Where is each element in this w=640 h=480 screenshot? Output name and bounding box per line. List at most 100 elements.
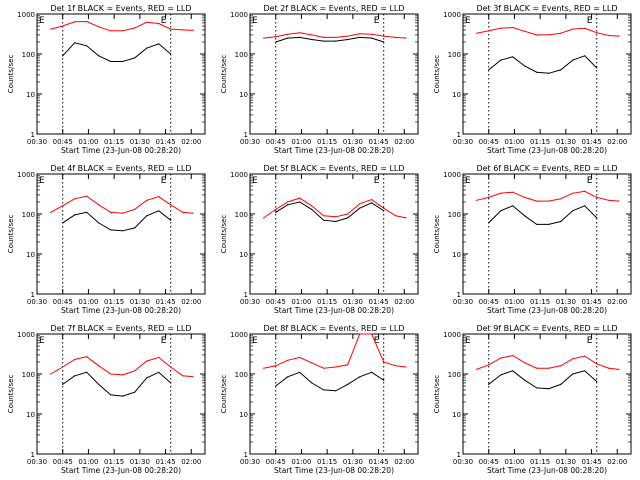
- y-tick-label: 1: [31, 131, 35, 139]
- events-series-point: [572, 210, 574, 212]
- events-series-point: [488, 383, 490, 385]
- x-tick-label: 01:30: [343, 138, 363, 146]
- x-tick-label: 01:45: [155, 458, 175, 466]
- x-tick-label: 01:30: [130, 138, 150, 146]
- lld-series-line: [50, 195, 194, 214]
- lld-series-point: [395, 36, 397, 39]
- x-tick-label: 01:15: [317, 458, 337, 466]
- events-series-point: [359, 36, 361, 39]
- lld-series-point: [572, 28, 574, 30]
- events-series-point: [86, 45, 88, 47]
- y-axis-label: Counts/sec: [7, 215, 15, 254]
- y-tick-label: 10: [239, 411, 248, 419]
- events-series-point: [560, 69, 562, 71]
- events-series-point: [323, 389, 325, 391]
- events-series-point: [512, 56, 514, 58]
- x-tick-label: 01:30: [343, 298, 363, 306]
- lld-series-point: [74, 21, 76, 23]
- y-tick-label: 10: [239, 251, 248, 259]
- events-series-line: [62, 210, 172, 232]
- events-series-point: [596, 67, 598, 69]
- events-series-point: [572, 59, 574, 61]
- events-series-point: [500, 374, 502, 376]
- y-tick-label: 1000: [230, 331, 248, 339]
- events-series-line: [488, 205, 598, 225]
- chart-title: Det 6f BLACK = Events, RED = LLD: [476, 164, 617, 173]
- lld-series-point: [182, 211, 184, 213]
- events-series-point: [371, 37, 373, 39]
- events-series-point: [596, 217, 598, 219]
- x-tick-label: 01:45: [581, 138, 601, 146]
- lld-series-point: [572, 192, 574, 194]
- x-tick-label: 00:30: [27, 458, 47, 466]
- lld-series-point: [335, 366, 337, 368]
- y-tick-label: 1000: [17, 331, 35, 339]
- x-tick-label: 00:45: [266, 458, 286, 466]
- chart-title: Det 8f BLACK = Events, RED = LLD: [263, 324, 404, 333]
- events-series-point: [335, 220, 337, 223]
- x-tick-label: 00:45: [266, 138, 286, 146]
- y-tick-label: 1: [457, 291, 461, 299]
- lld-series-point: [476, 32, 478, 34]
- marker-label-left: E: [39, 336, 45, 346]
- events-series-point: [158, 371, 160, 373]
- lld-series-line: [476, 354, 620, 370]
- x-axis-label: Start Time (23-Jun-08 00:28:20): [61, 146, 181, 155]
- y-tick-label: 1000: [443, 331, 461, 339]
- y-axis-label: Counts/sec: [220, 375, 228, 414]
- lld-series-point: [86, 356, 88, 358]
- x-tick-label: 01:45: [368, 138, 388, 146]
- chart-panel-9: Det 9f BLACK = Events, RED = LLD 1 10 100 10…: [433, 324, 632, 475]
- lld-series-point: [618, 200, 620, 202]
- chart-title: Det 1f BLACK = Events, RED = LLD: [50, 4, 191, 13]
- lld-series-point: [371, 198, 373, 201]
- y-tick-label: 1000: [443, 171, 461, 179]
- events-series-point: [74, 214, 76, 216]
- lld-series-point: [134, 370, 136, 372]
- lld-series-point: [98, 365, 100, 367]
- x-tick-label: 02:00: [607, 298, 627, 306]
- events-series-point: [371, 371, 373, 373]
- x-tick-label: 00:30: [240, 138, 260, 146]
- lld-series-point: [560, 198, 562, 200]
- events-series-point: [536, 71, 538, 73]
- plot-frame: [36, 13, 206, 135]
- x-tick-label: 01:15: [530, 298, 550, 306]
- chart-title: Det 9f BLACK = Events, RED = LLD: [476, 324, 617, 333]
- lld-series-point: [110, 30, 112, 32]
- x-tick-label: 01:00: [78, 458, 98, 466]
- x-tick-label: 01:15: [530, 458, 550, 466]
- lld-series-point: [50, 211, 52, 213]
- chart-panel-8: Det 8f BLACK = Events, RED = LLD 1 10 100 10…: [220, 324, 419, 475]
- lld-series-point: [170, 204, 172, 206]
- y-tick-label: 100: [22, 371, 35, 379]
- events-series-point: [572, 373, 574, 375]
- lld-series-point: [395, 365, 397, 367]
- lld-series-point: [110, 373, 112, 375]
- y-axis-label: Counts/sec: [220, 55, 228, 94]
- y-tick-label: 1: [31, 291, 35, 299]
- events-series-point: [122, 395, 124, 397]
- events-series-point: [146, 47, 148, 49]
- lld-series-point: [584, 190, 586, 192]
- events-series-point: [62, 222, 64, 224]
- events-series-line: [488, 370, 598, 390]
- chart-panel-5: Det 5f BLACK = Events, RED = LLD 1 10 100 10…: [220, 164, 419, 315]
- events-series-point: [596, 380, 598, 383]
- lld-series-point: [299, 32, 301, 34]
- lld-series-point: [371, 33, 373, 35]
- x-tick-label: 01:30: [130, 298, 150, 306]
- marker-label-left: E: [39, 176, 45, 186]
- plot-frame: [462, 13, 632, 135]
- events-series-point: [146, 377, 148, 379]
- x-tick-label: 01:15: [530, 138, 550, 146]
- events-series-point: [512, 205, 514, 207]
- y-tick-label: 10: [26, 251, 35, 259]
- lld-series-point: [146, 360, 148, 362]
- plot-frame: [249, 13, 419, 135]
- marker-label-left: E: [252, 176, 258, 186]
- x-tick-label: 02:00: [394, 138, 414, 146]
- lld-series-point: [287, 201, 289, 203]
- lld-series-point: [500, 357, 502, 359]
